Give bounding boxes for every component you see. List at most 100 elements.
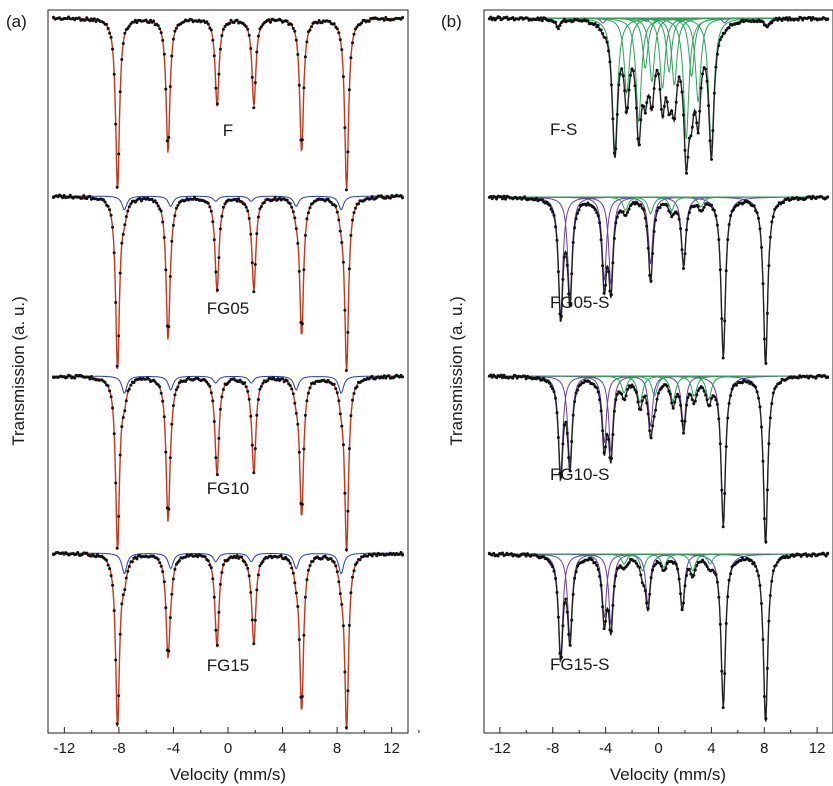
data-point	[88, 19, 92, 23]
data-point	[717, 44, 721, 48]
data-point	[764, 540, 768, 544]
data-point	[645, 224, 649, 228]
data-point	[346, 150, 350, 154]
data-point	[161, 570, 165, 574]
data-point	[679, 227, 683, 231]
data-point	[203, 555, 207, 559]
data-points	[52, 193, 404, 372]
data-point	[732, 208, 735, 212]
data-point	[501, 197, 504, 201]
data-point	[643, 216, 647, 220]
data-point	[705, 79, 709, 83]
doublet-component-curve	[488, 196, 829, 208]
data-point	[177, 559, 181, 563]
data-point	[714, 214, 718, 218]
data-point	[235, 554, 239, 558]
total-fit-curve	[52, 195, 404, 372]
data-point	[343, 126, 347, 130]
data-point	[614, 221, 618, 225]
data-point	[167, 325, 171, 329]
data-point	[218, 227, 222, 231]
sextet-component-curve	[488, 375, 829, 543]
data-point	[765, 311, 769, 315]
data-point	[657, 391, 660, 395]
data-point	[754, 564, 758, 568]
data-point	[695, 121, 699, 125]
data-point	[590, 558, 594, 562]
data-point	[599, 409, 603, 413]
data-point	[615, 215, 619, 219]
data-point	[115, 546, 119, 550]
data-point	[375, 554, 379, 558]
data-point	[761, 20, 765, 24]
data-point	[715, 580, 719, 584]
data-point	[704, 393, 708, 397]
data-point	[693, 568, 697, 572]
sextet-component-curve	[488, 196, 829, 364]
x-tick-label: -8	[546, 740, 559, 757]
spectrum-fg15-s: FG15-S	[487, 551, 830, 722]
data-point	[217, 436, 221, 440]
data-point	[228, 379, 231, 383]
data-point	[621, 210, 625, 214]
data-point	[773, 208, 777, 211]
data-point	[723, 319, 727, 323]
data-point	[724, 622, 728, 625]
data-point	[633, 388, 637, 392]
data-point	[552, 569, 556, 573]
data-point	[291, 571, 295, 575]
data-point	[552, 390, 556, 394]
data-point	[570, 440, 574, 443]
sextet-component-curve	[488, 375, 829, 524]
data-point	[643, 111, 647, 115]
data-point	[761, 282, 765, 286]
data-point	[780, 19, 784, 22]
data-point	[67, 195, 71, 199]
data-point	[171, 37, 175, 41]
data-point	[111, 47, 115, 51]
data-point	[305, 40, 309, 44]
data-point	[570, 618, 574, 622]
data-point	[338, 229, 342, 233]
data-point	[259, 384, 263, 388]
data-point	[111, 225, 115, 229]
data-point	[693, 110, 697, 114]
data-point	[555, 411, 559, 415]
data-point	[370, 195, 374, 198]
data-point	[334, 387, 338, 391]
data-point	[115, 185, 119, 189]
data-point	[124, 399, 128, 403]
data-point	[220, 395, 224, 399]
data-point	[159, 209, 163, 213]
data-point	[633, 84, 637, 88]
data-point	[290, 205, 294, 209]
data-point	[648, 429, 652, 433]
data-point	[159, 31, 163, 35]
data-point	[717, 238, 721, 242]
data-point	[112, 72, 116, 76]
data-point	[601, 264, 605, 268]
data-point	[612, 584, 616, 588]
data-point	[605, 266, 609, 270]
data-point	[218, 407, 222, 411]
data-point	[223, 202, 227, 206]
data-point	[642, 208, 646, 212]
data-point	[554, 20, 557, 24]
data-point	[617, 83, 621, 87]
data-point	[814, 376, 818, 380]
data-point	[612, 237, 616, 240]
data-point	[162, 415, 166, 419]
data-point	[135, 557, 139, 561]
data-point	[290, 387, 294, 391]
data-point	[598, 398, 602, 402]
data-point	[676, 392, 680, 396]
data-point	[121, 42, 125, 45]
sextet-component-curve	[488, 553, 829, 638]
data-point	[524, 377, 528, 381]
doublet-component-curve	[488, 553, 829, 565]
data-point	[344, 726, 348, 730]
data-point	[346, 330, 350, 334]
data-point	[627, 88, 631, 92]
data-point	[721, 706, 725, 710]
data-point	[796, 18, 800, 22]
